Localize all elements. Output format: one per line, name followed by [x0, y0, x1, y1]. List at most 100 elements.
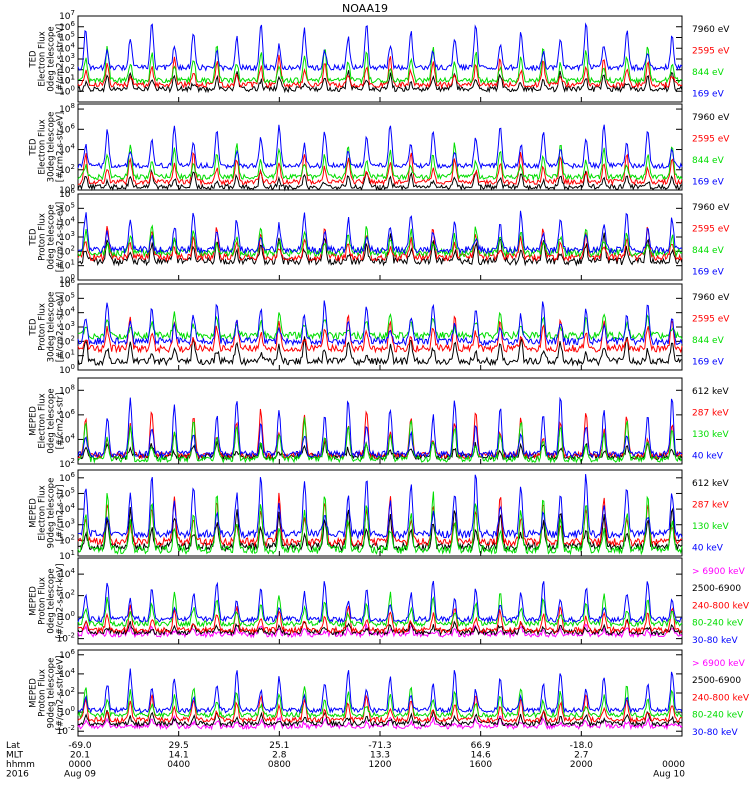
legend-entry: 7960 eV: [692, 113, 730, 123]
panel-frame: [77, 283, 683, 371]
panel-frame: [77, 469, 683, 557]
x-tick-label: 1600: [469, 760, 492, 770]
legend-entry: 30-80 keV: [692, 728, 738, 738]
legend-entry: 844 eV: [692, 68, 725, 78]
y-tick-label: 100: [59, 84, 75, 97]
legend-entry: 612 keV: [692, 387, 729, 397]
legend-entry: 844 eV: [692, 246, 725, 256]
y-tick-label: 106: [59, 187, 75, 200]
series-line: [77, 492, 683, 548]
legend-entry: 2595 eV: [692, 225, 730, 235]
y-tick-label: 103: [59, 320, 75, 333]
y-tick-label: 100: [59, 363, 75, 376]
y-tick-label: 10-2: [57, 724, 75, 737]
legend-entry: 169 eV: [692, 358, 725, 368]
legend-entry: 80-240 keV: [692, 619, 744, 629]
x-tick-label: 0000: [662, 760, 685, 770]
y-tick-label: 101: [59, 259, 75, 272]
legend-entry: 7960 eV: [692, 25, 730, 35]
legend-entry: 240-800 keV: [692, 601, 750, 611]
y-tick-label: 102: [59, 244, 75, 257]
y-tick-label: 104: [59, 306, 75, 319]
y-tick-label: 106: [59, 471, 75, 484]
y-tick-label: 106: [59, 408, 75, 421]
x-tick-label: 20.1: [70, 751, 90, 761]
series-line: [77, 623, 683, 639]
legend-entry: 2500-6900: [692, 584, 741, 594]
y-tick-label: 106: [59, 122, 75, 135]
series-line: [77, 408, 683, 461]
x-row-label: Lat: [6, 741, 21, 751]
y-tick-label: 105: [59, 201, 75, 214]
y-tick-label: 108: [59, 102, 75, 115]
legend-entry: 844 eV: [692, 336, 725, 346]
legend-entry: 844 eV: [692, 156, 725, 166]
y-tick-label: 102: [59, 63, 75, 76]
y-tick-label: 105: [59, 291, 75, 304]
y-tick-label: 100: [59, 705, 75, 718]
y-tick-label: 104: [59, 667, 75, 680]
x-tick-label: Aug 10: [653, 770, 685, 780]
series-line: [77, 54, 683, 90]
legend-entry: 2500-6900: [692, 676, 741, 686]
y-tick-label: 102: [59, 163, 75, 176]
y-tick-label: 101: [59, 349, 75, 362]
series-line: [77, 210, 683, 256]
y-axis-label: MEPEDElectron Flux0deg telescope[#/cm2-s…: [29, 388, 66, 453]
legend-entry: 169 eV: [692, 90, 725, 100]
y-tick-label: 102: [59, 334, 75, 347]
series-line: [77, 300, 683, 347]
series-line: [77, 226, 683, 263]
y-tick-label: 106: [59, 20, 75, 33]
legend-entry: 7960 eV: [692, 203, 730, 213]
series-line: [77, 715, 683, 731]
x-tick-label: 14.1: [169, 751, 189, 761]
series-line: [77, 580, 683, 624]
x-tick-label: 25.1: [269, 741, 289, 751]
y-tick-label: 103: [59, 518, 75, 531]
legend-entry: 2595 eV: [692, 315, 730, 325]
series-line: [77, 142, 683, 182]
y-tick-label: 108: [59, 383, 75, 396]
series-line: [77, 224, 683, 259]
legend-entry: 240-800 keV: [692, 693, 750, 703]
series-line: [77, 336, 683, 367]
x-row-label: 2016: [6, 770, 29, 780]
x-tick-label: 0400: [167, 760, 190, 770]
panel-frame: [77, 377, 683, 465]
y-tick-label: 102: [59, 533, 75, 546]
y-tick-label: 104: [59, 432, 75, 445]
legend-entry: 130 keV: [692, 430, 729, 440]
legend-entry: 287 keV: [692, 409, 729, 419]
y-tick-label: 105: [59, 31, 75, 44]
legend-entry: 169 eV: [692, 178, 725, 188]
x-row-label: MLT: [6, 751, 24, 761]
series-line: [77, 708, 683, 728]
x-tick-label: 2.8: [272, 751, 287, 761]
x-tick-label: Aug 09: [64, 770, 96, 780]
x-tick-label: 13.3: [370, 751, 390, 761]
series-line: [77, 507, 683, 553]
legend-entry: 30-80 keV: [692, 636, 738, 646]
y-tick-label: 102: [59, 686, 75, 699]
y-axis-label: TEDProton Flux0deg telescope[#/cm2-s-str…: [29, 202, 66, 272]
x-tick-label: -69.0: [68, 741, 92, 751]
series-line: [77, 591, 683, 628]
y-tick-label: 101: [59, 549, 75, 562]
x-tick-label: 66.9: [471, 741, 491, 751]
panel-frame: [77, 193, 683, 281]
y-tick-label: 106: [59, 648, 75, 661]
legend-entry: 612 keV: [692, 479, 729, 489]
series-line: [77, 694, 683, 724]
y-axis-label: MEPEDProton Flux0deg telescope[#/cm2-s-s…: [29, 564, 66, 639]
y-tick-label: 104: [59, 216, 75, 229]
series-line: [77, 124, 683, 170]
y-tick-label: 104: [59, 567, 75, 580]
